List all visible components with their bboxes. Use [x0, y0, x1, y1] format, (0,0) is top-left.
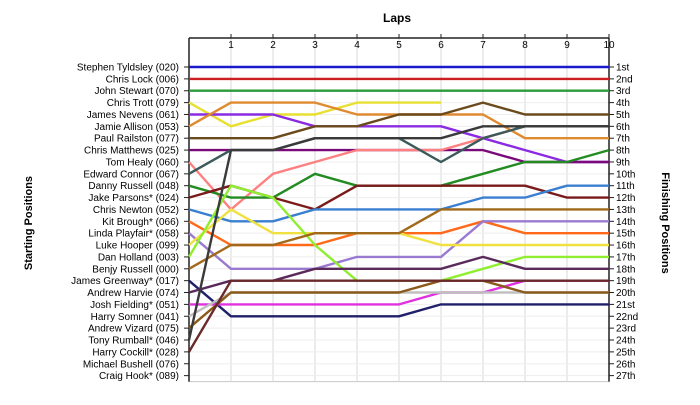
- finish-label: 8th: [616, 146, 630, 157]
- start-label: Harry Somner (041): [91, 312, 179, 323]
- chart-title: Laps: [383, 11, 411, 25]
- start-label: Chris Lock (006): [106, 74, 179, 85]
- series-line-5: [189, 113, 609, 164]
- x-tick-label: 9: [564, 40, 570, 51]
- x-tick-label: 4: [354, 40, 360, 51]
- series-line-18: [188, 208, 609, 270]
- finish-label: 22nd: [616, 312, 638, 323]
- x-tick-label: 10: [603, 40, 615, 51]
- start-label: Stephen Tyldsley (020): [77, 63, 179, 74]
- finish-label: 18th: [616, 264, 635, 275]
- series-line-23: [188, 279, 609, 330]
- finish-label: 23rd: [616, 324, 636, 335]
- finish-label: 15th: [616, 229, 635, 240]
- finish-label: 7th: [616, 134, 630, 145]
- finish-label: 27th: [616, 371, 635, 382]
- finish-label: 17th: [616, 252, 635, 263]
- start-label: Chris Trott (079): [107, 98, 179, 109]
- start-label: Dan Holland (003): [98, 252, 179, 263]
- finish-label: 26th: [616, 359, 635, 370]
- x-tick-label: 2: [270, 40, 276, 51]
- start-label: Andrew Vizard (075): [88, 324, 179, 335]
- finish-label: 10th: [616, 169, 635, 180]
- starting-position-labels: Stephen Tyldsley (020)Chris Lock (006)Jo…: [71, 63, 189, 382]
- finishing-position-labels: 1st2nd3rd4th5th6th7th8th9th10th11th12th1…: [609, 63, 638, 382]
- start-label: Kit Brough* (066): [102, 217, 179, 228]
- start-label: Tom Healy (060): [106, 157, 179, 168]
- finish-label: 16th: [616, 241, 635, 252]
- start-label: Michael Bushell (076): [83, 359, 179, 370]
- start-label: Jake Parsons* (024): [88, 193, 179, 204]
- start-label: James Greenway* (017): [71, 276, 179, 287]
- start-label: Edward Connor (067): [83, 169, 179, 180]
- series-line-25: [187, 279, 609, 353]
- series-line-4: [188, 101, 441, 128]
- start-label: Luke Hooper (099): [96, 241, 179, 252]
- start-label: James Nevens (061): [87, 110, 179, 121]
- start-label: Chris Newton (052): [93, 205, 179, 216]
- finish-label: 2nd: [616, 74, 633, 85]
- start-label: Harry Cockill* (028): [92, 347, 179, 358]
- start-label: Josh Fielding* (051): [90, 300, 179, 311]
- x-tick-labels: 1 2 3 4 5 6 7 8 9 10: [228, 34, 615, 51]
- finish-label: 6th: [616, 122, 630, 133]
- finish-label: 24th: [616, 336, 635, 347]
- series-lines: [187, 65, 610, 353]
- start-label: Linda Playfair* (058): [88, 229, 179, 240]
- series-line-7: [189, 101, 609, 140]
- finish-label: 1st: [616, 63, 630, 74]
- finish-label: 25th: [616, 347, 635, 358]
- series-line-19: [188, 279, 609, 318]
- start-label: Paul Railston (077): [94, 134, 179, 145]
- finish-label: 12th: [616, 193, 635, 204]
- finish-label: 14th: [616, 217, 635, 228]
- x-tick-label: 1: [228, 40, 234, 51]
- x-tick-label: 3: [312, 40, 318, 51]
- series-line-15: [188, 220, 609, 270]
- finish-label: 19th: [616, 276, 635, 287]
- finish-label: 21st: [616, 300, 635, 311]
- start-label: Andrew Harvie (074): [87, 288, 179, 299]
- start-label: Benjy Russell (000): [92, 264, 179, 275]
- start-label: Craig Hook* (089): [99, 371, 179, 382]
- finish-label: 5th: [616, 110, 630, 121]
- series-line-24: [187, 125, 609, 341]
- right-axis-label: Finishing Positions: [659, 172, 671, 273]
- left-axis-label: Starting Positions: [23, 176, 35, 270]
- start-label: Tony Rumball* (046): [88, 336, 179, 347]
- x-tick-label: 7: [480, 40, 486, 51]
- finish-label: 3rd: [616, 86, 630, 97]
- x-tick-label: 6: [438, 40, 444, 51]
- start-label: Jamie Allison (053): [95, 122, 179, 133]
- x-tick-label: 5: [396, 40, 402, 51]
- series-line-13: [188, 184, 609, 223]
- finish-label: 11th: [616, 181, 635, 192]
- start-label: Danny Russell (048): [88, 181, 179, 192]
- finish-label: 20th: [616, 288, 635, 299]
- start-label: Chris Matthews (025): [84, 146, 179, 157]
- finish-label: 4th: [616, 98, 630, 109]
- start-label: John Stewart (070): [95, 86, 180, 97]
- finish-label: 13th: [616, 205, 635, 216]
- finish-label: 9th: [616, 157, 630, 168]
- x-tick-label: 8: [522, 40, 528, 51]
